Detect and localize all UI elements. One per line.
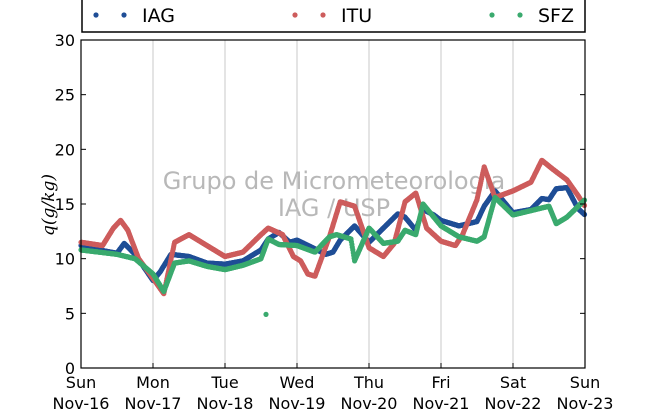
legend-marker-itu [292, 12, 298, 18]
x-tick-label-day: Sun [66, 373, 96, 392]
x-tick-label-date: Nov-22 [485, 394, 542, 409]
x-tick-label-date: Nov-19 [269, 394, 326, 409]
y-tick-label: 0 [65, 359, 75, 378]
legend-marker-sfz [517, 12, 523, 18]
data-point [263, 311, 269, 317]
x-tick-label-date: Nov-21 [413, 394, 470, 409]
x-tick-label-day: Fri [431, 373, 450, 392]
y-tick-label: 15 [55, 195, 75, 214]
legend-box [81, 0, 586, 33]
legend-marker-itu [320, 12, 326, 18]
x-tick-label-date: Nov-20 [341, 394, 398, 409]
data-points [78, 157, 588, 317]
x-tick-label-date: Nov-18 [197, 394, 254, 409]
legend: IAG ITU SFZ [81, 0, 586, 33]
legend-entry-sfz: SFZ [489, 5, 574, 27]
y-tick-label: 10 [55, 250, 75, 269]
x-tick-label-date: Nov-16 [53, 394, 110, 409]
x-tick-label-day: Sun [570, 373, 600, 392]
legend-marker-sfz [489, 12, 495, 18]
y-tick-label: 20 [55, 140, 75, 159]
series-sfz [78, 194, 588, 317]
y-tick-label: 30 [55, 31, 75, 50]
legend-label-itu: ITU [341, 5, 372, 27]
x-tick-label-date: Nov-23 [557, 394, 614, 409]
y-axis-label: q(g/kg) [39, 174, 59, 236]
x-axis-ticks: Sun Nov-16 Mon Nov-17 Tue Nov-18 Wed Nov-19 Thu N… [53, 363, 614, 409]
x-tick-label-day: Tue [210, 373, 238, 392]
x-tick-label-day: Sat [500, 373, 526, 392]
y-tick-label: 25 [55, 86, 75, 105]
y-axis-ticks: 0 5 10 15 20 25 30 [55, 31, 585, 378]
legend-marker-iag [121, 12, 127, 18]
x-tick-label-date: Nov-17 [125, 394, 182, 409]
x-tick-label-day: Wed [280, 373, 315, 392]
watermark-line-1: Grupo de Micrometeorologia [163, 167, 505, 195]
legend-marker-iag [93, 12, 99, 18]
legend-entry-iag: IAG [93, 5, 175, 27]
y-tick-label: 5 [65, 304, 75, 323]
legend-entry-itu: ITU [292, 5, 372, 27]
legend-label-sfz: SFZ [538, 5, 574, 27]
x-tick-label-day: Thu [353, 373, 384, 392]
x-tick-label-day: Mon [136, 373, 170, 392]
legend-label-iag: IAG [142, 5, 175, 27]
watermark: Grupo de Micrometeorologia IAG / USP [163, 167, 505, 222]
gridlines [152, 40, 514, 368]
